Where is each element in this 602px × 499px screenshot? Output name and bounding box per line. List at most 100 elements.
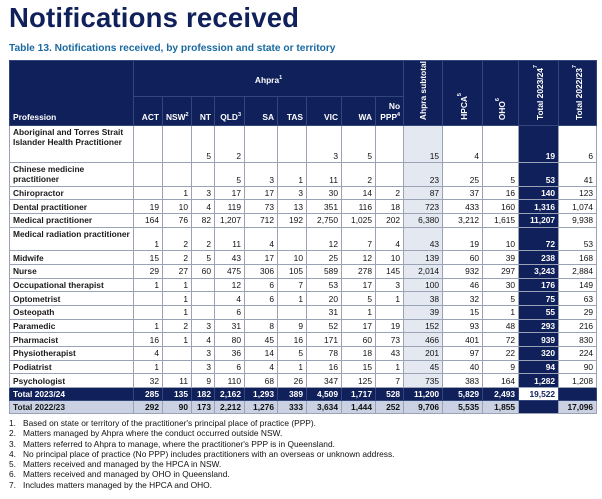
value-cell: 32 <box>133 373 163 389</box>
value-cell: 17,096 <box>558 400 598 415</box>
header-vic: VIC <box>306 96 342 127</box>
value-cell: 26 <box>277 373 307 389</box>
profession-cell: Occupational therapist <box>9 277 134 293</box>
value-cell: 11 <box>162 373 192 389</box>
value-cell: 2,493 <box>482 387 520 402</box>
value-cell: 125 <box>341 373 376 389</box>
value-cell: 53 <box>306 277 342 293</box>
value-cell: 5 <box>214 162 245 187</box>
header-nt: NT <box>191 96 215 127</box>
value-cell <box>162 162 192 187</box>
value-cell: 2,162 <box>214 387 245 402</box>
value-cell: 68 <box>244 373 278 389</box>
value-cell: 119 <box>214 199 245 214</box>
value-cell: 60 <box>191 263 215 279</box>
value-cell <box>191 304 215 320</box>
value-cell: 73 <box>244 199 278 214</box>
value-cell <box>518 400 560 415</box>
notifications-table: Profession Ahpra1 Ahpra subtotal HPCA5 O… <box>9 59 598 415</box>
value-cell: 87 <box>403 185 444 201</box>
value-cell: 1,316 <box>518 199 560 214</box>
value-cell: 2,014 <box>403 263 444 279</box>
value-cell: 12 <box>214 277 245 293</box>
value-cell: 6 <box>244 291 278 306</box>
value-cell: 1 <box>374 359 405 375</box>
profession-cell: Midwife <box>9 250 134 265</box>
value-cell: 723 <box>403 199 444 214</box>
footnote-number: 4. <box>9 448 16 459</box>
footnote-text: Matters received and managed by the HPCA… <box>23 459 222 470</box>
value-cell: 2 <box>341 162 376 187</box>
value-cell: 123 <box>558 185 598 201</box>
value-cell: 297 <box>482 263 520 279</box>
value-cell: 1 <box>133 226 163 252</box>
value-cell <box>482 125 520 164</box>
table-row: Aboriginal and Torres Strait Islander He… <box>9 125 598 164</box>
value-cell: 48 <box>482 318 520 334</box>
value-cell: 97 <box>442 345 484 361</box>
value-cell: 14 <box>341 185 376 201</box>
value-cell: 6 <box>214 304 245 320</box>
value-cell: 2,750 <box>306 212 342 228</box>
value-cell: 18 <box>374 199 405 214</box>
value-cell: 43 <box>374 345 405 361</box>
value-cell: 10 <box>277 250 307 265</box>
value-cell: 7 <box>277 277 307 293</box>
header-hpca: HPCA5 <box>442 59 484 127</box>
table-row: Chiropractor 1 3 17 17 3 30 14 2 87 37 16 140 123 <box>9 185 598 201</box>
value-cell: 140 <box>518 185 560 201</box>
header-wa: WA <box>341 96 376 127</box>
value-cell: 383 <box>442 373 484 389</box>
header-sa: SA <box>244 96 278 127</box>
value-cell: 63 <box>558 291 598 306</box>
value-cell: 1 <box>277 162 307 187</box>
table-row: Nurse 29 27 60 475 306 105 589 278 145 2,014 932 297… <box>9 263 598 279</box>
footnote-text: Includes matters managed by the HPCA and… <box>23 479 212 490</box>
total-row-2023-24: Total 2023/24 285 135 182 2,162 1,293 389 4,509… <box>9 387 598 402</box>
value-cell: 2 <box>162 318 192 334</box>
value-cell: 60 <box>442 250 484 265</box>
value-cell: 135 <box>162 387 192 402</box>
footnote-number: 5. <box>9 459 16 470</box>
value-cell <box>133 125 163 164</box>
value-cell: 4 <box>191 199 215 214</box>
table-row: Medical practitioner 164 76 82 1,207 712 192 2,… <box>9 212 598 228</box>
value-cell: 1 <box>133 318 163 334</box>
value-cell: 1 <box>162 304 192 320</box>
value-cell: 53 <box>518 162 560 187</box>
value-cell: 116 <box>341 199 376 214</box>
value-cell: 4 <box>374 226 405 252</box>
value-cell: 30 <box>306 185 342 201</box>
value-cell: 15 <box>442 304 484 320</box>
value-cell <box>162 345 192 361</box>
value-cell: 1 <box>277 359 307 375</box>
table-caption: Table 13. Notifications received, by pro… <box>9 43 336 54</box>
table-row: Physiotherapist 4 3 36 14 5 78 18 43 201 97 22 320 22… <box>9 345 598 361</box>
value-cell: 160 <box>482 199 520 214</box>
value-cell: 37 <box>442 185 484 201</box>
value-cell: 78 <box>306 345 342 361</box>
value-cell: 4 <box>244 226 278 252</box>
value-cell: 173 <box>191 400 215 415</box>
footnote-number: 1. <box>9 418 16 428</box>
table-row: Chinese medicine practitioner 5 3 1 11 2 23 25 5… <box>9 162 598 187</box>
value-cell: 43 <box>403 226 444 252</box>
value-cell: 3,243 <box>518 263 560 279</box>
value-cell: 1,717 <box>341 387 376 402</box>
value-cell: 1,074 <box>558 199 598 214</box>
table-row: Paramedic 1 2 3 31 8 9 52 17 19 152 93 48 293 216 <box>9 318 598 334</box>
table-row: Osteopath 1 6 31 1 39 15 1 55 29 <box>9 304 598 320</box>
value-cell: 6,380 <box>403 212 444 228</box>
value-cell: 16 <box>133 332 163 347</box>
value-cell: 3,634 <box>306 400 342 415</box>
value-cell: 333 <box>277 400 307 415</box>
value-cell: 1 <box>277 291 307 306</box>
value-cell: 164 <box>133 212 163 228</box>
value-cell: 4 <box>214 291 245 306</box>
value-cell: 939 <box>518 332 560 347</box>
footnote-item: 6. Matters received and managed by OHO in… <box>9 469 394 479</box>
profession-cell: Aboriginal and Torres Strait Islander He… <box>9 125 134 164</box>
profession-cell: Pharmacist <box>9 332 134 347</box>
value-cell <box>277 226 307 252</box>
table-row: Medical radiation practitioner 1 2 2 11 4 12 7 4… <box>9 226 598 252</box>
